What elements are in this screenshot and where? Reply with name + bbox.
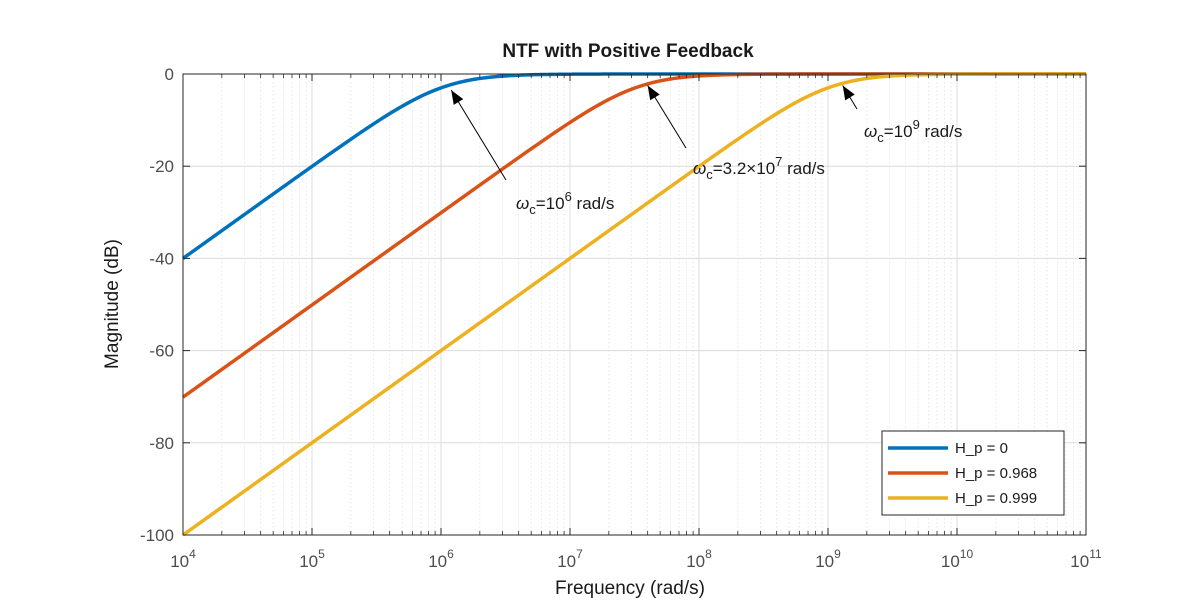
y-tick-label: -40	[149, 249, 174, 268]
major-grid	[183, 74, 1086, 535]
legend-label-2: H_p = 0.999	[955, 490, 1037, 507]
annotation-arrow-head	[647, 85, 660, 101]
chart-title: NTF with Positive Feedback	[502, 41, 754, 62]
legend: H_p = 0 H_p = 0.968 H_p = 0.999	[881, 430, 1065, 516]
x-tick-label: 108	[686, 547, 712, 571]
x-tick-label: 105	[299, 547, 325, 571]
y-tick-label: -20	[149, 157, 174, 176]
annotation-label: ωc=106 rad/s	[516, 189, 614, 217]
x-axis-label: Frequency (rad/s)	[555, 578, 705, 599]
tick-marks	[182, 73, 1087, 536]
legend-label-0: H_p = 0	[955, 440, 1008, 457]
x-tick-label: 106	[428, 547, 454, 571]
x-tick-label: 1011	[1070, 547, 1102, 571]
y-tick-label: 0	[165, 65, 174, 84]
y-tick-labels: 0 -20 -40 -60 -80 -100	[140, 65, 174, 545]
annotation-arrow-head	[842, 85, 855, 101]
legend-label-1: H_p = 0.968	[955, 465, 1037, 482]
x-tick-label: 109	[815, 547, 841, 571]
annotations: ωc=106 rad/s ωc=3.2×107 rad/s ωc=109 rad/s	[450, 85, 962, 217]
annotation-label: ωc=109 rad/s	[864, 117, 962, 145]
x-tick-label: 1010	[941, 547, 974, 571]
y-tick-label: -60	[149, 342, 174, 361]
y-tick-label: -100	[140, 526, 174, 545]
y-tick-label: -80	[149, 434, 174, 453]
x-tick-label: 107	[557, 547, 583, 571]
plot-frame	[182, 73, 1087, 536]
x-tick-label: 104	[170, 547, 196, 571]
y-axis-label: Magnitude (dB)	[102, 239, 123, 369]
annotation-arrow-head	[451, 90, 464, 105]
annotation-arrow-line	[450, 89, 507, 181]
annotation-label: ωc=3.2×107 rad/s	[693, 154, 825, 182]
x-tick-labels: 104 105 106 107 108 109 1010 1011	[170, 547, 1102, 571]
